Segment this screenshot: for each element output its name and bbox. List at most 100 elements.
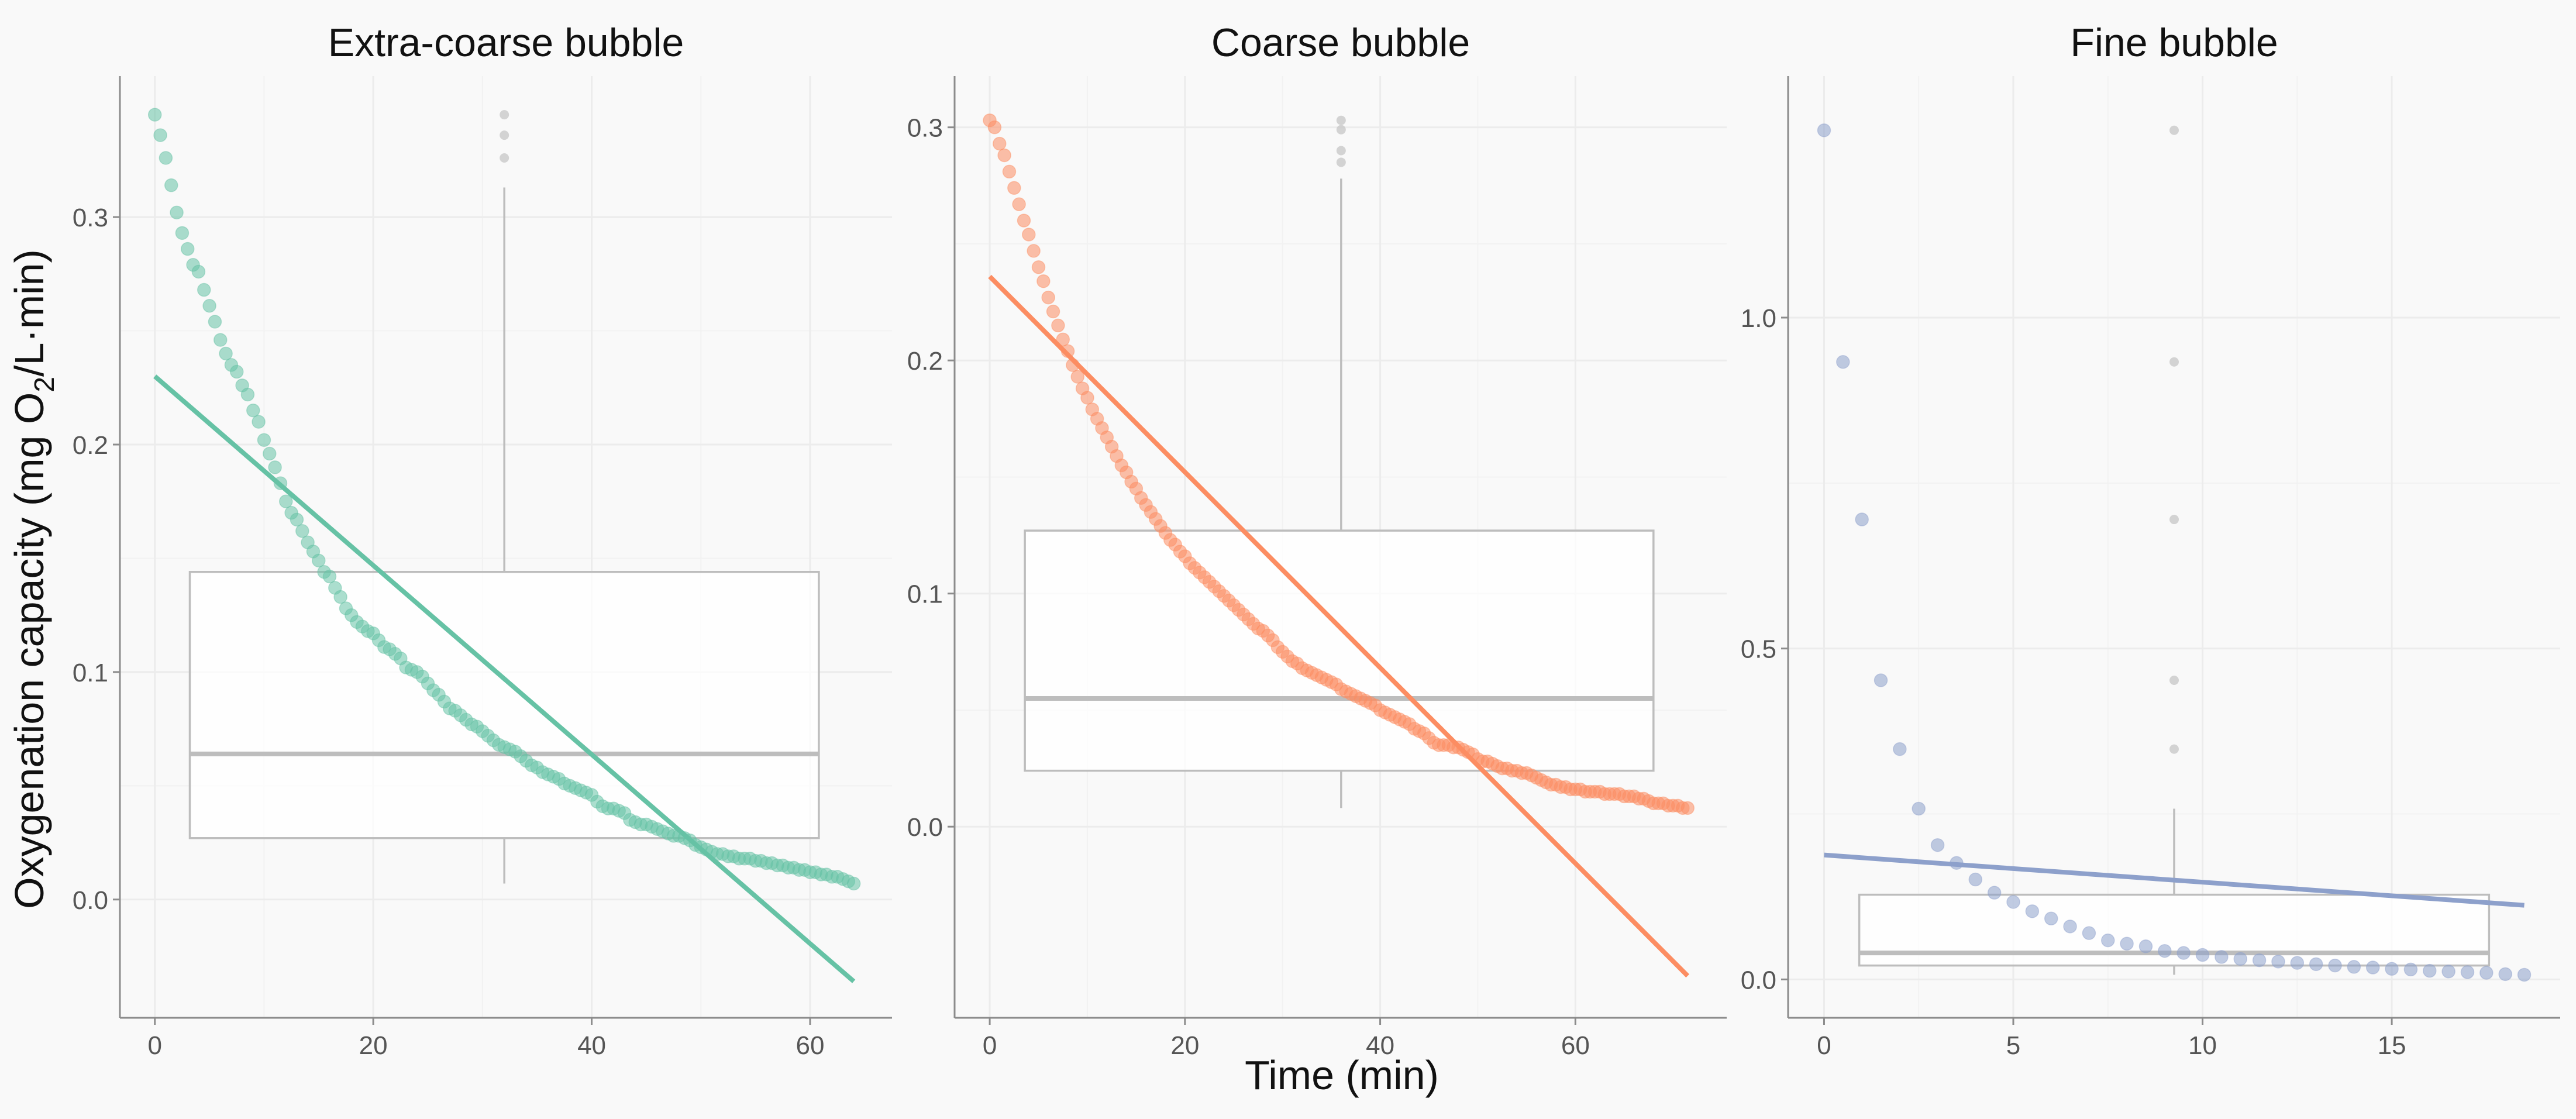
box-outlier	[1336, 115, 1346, 125]
data-point	[2403, 962, 2418, 977]
x-tick-label: 20	[359, 1031, 388, 1060]
box-outlier	[1336, 125, 1346, 135]
data-point	[230, 364, 244, 379]
x-tick-label: 10	[2188, 1031, 2217, 1060]
data-point	[1855, 512, 1869, 526]
box-outlier	[1336, 146, 1346, 156]
x-tick-label: 40	[577, 1031, 606, 1060]
data-point	[2271, 955, 2285, 969]
data-point	[2063, 920, 2077, 934]
x-tick-label: 60	[1561, 1031, 1590, 1060]
data-point	[2082, 926, 2096, 940]
data-point	[2479, 966, 2494, 980]
data-point	[1080, 391, 1094, 405]
data-point	[263, 446, 277, 461]
data-point	[2290, 956, 2305, 970]
data-point	[1912, 801, 1926, 816]
data-point	[1987, 886, 2002, 900]
x-tick-label: 40	[1366, 1031, 1394, 1060]
data-point	[1680, 801, 1695, 815]
data-point	[2025, 904, 2040, 918]
data-point	[181, 242, 195, 256]
data-point	[170, 205, 184, 220]
data-point	[1036, 274, 1051, 288]
y-tick-label: 0.2	[907, 347, 943, 376]
y-tick-label: 0.0	[907, 813, 943, 842]
y-tick-label: 0.2	[73, 431, 108, 460]
data-point	[2328, 958, 2342, 973]
data-point	[2215, 950, 2229, 964]
data-point	[2006, 895, 2020, 909]
data-point	[1027, 244, 1041, 258]
y-axis-label-main: Oxygenation capacity (mg O	[6, 392, 52, 909]
data-point	[1836, 355, 1850, 369]
data-point	[2309, 957, 2323, 972]
x-tick-label: 15	[2378, 1031, 2406, 1060]
box-outlier	[500, 130, 509, 140]
data-point	[1017, 214, 1031, 228]
data-point	[333, 590, 347, 604]
y-tick-label: 0.3	[73, 204, 108, 232]
box-outlier	[500, 110, 509, 120]
data-point	[1046, 304, 1060, 319]
box-outlier	[2169, 515, 2179, 525]
data-point	[1012, 197, 1026, 211]
data-point	[295, 524, 309, 538]
data-point	[1874, 673, 1888, 687]
data-point	[208, 315, 222, 329]
data-point	[202, 299, 216, 313]
data-point	[1041, 290, 1055, 305]
y-tick-label: 0.1	[907, 580, 943, 609]
panel-2: Coarse bubble 0.0 0.1 0.2 0.3 0 20 40 60	[907, 20, 1727, 1060]
y-tick-label: 0.0	[1741, 966, 1776, 994]
data-point	[1930, 838, 1945, 852]
data-point	[2120, 936, 2134, 951]
data-point	[279, 494, 293, 508]
y-axis-label-subscript: 2	[29, 377, 60, 392]
regression-line	[988, 274, 1690, 978]
y-tick-label: 0.5	[1741, 635, 1776, 664]
data-point	[175, 226, 190, 240]
data-point	[240, 387, 255, 402]
y-tick-label: 0.0	[73, 886, 108, 915]
y-tick-label: 1.0	[1741, 304, 1776, 333]
data-point	[2158, 944, 2172, 958]
box-outlier	[2169, 125, 2179, 135]
data-point	[164, 178, 178, 192]
data-point	[2233, 952, 2247, 966]
data-point	[2498, 967, 2512, 982]
data-point	[987, 120, 1002, 135]
data-point	[213, 333, 228, 347]
data-point	[191, 264, 206, 279]
data-point	[1056, 332, 1070, 347]
data-point	[219, 346, 233, 361]
data-point	[2176, 946, 2191, 960]
box-body	[188, 571, 820, 839]
x-tick-label: 5	[2006, 1031, 2020, 1060]
panel-title: Extra-coarse bubble	[328, 20, 684, 65]
box-outlier	[2169, 744, 2179, 754]
x-tick-label: 0	[983, 1031, 997, 1060]
y-axis-label-tail: /L·min)	[6, 249, 52, 377]
data-point	[993, 136, 1007, 151]
box-outlier	[500, 153, 509, 163]
box-body	[1024, 529, 1655, 772]
data-point	[1968, 872, 1983, 887]
box-outlier	[2169, 357, 2179, 367]
data-point	[1007, 181, 1021, 195]
data-point	[257, 433, 271, 447]
panel-title: Fine bubble	[2070, 20, 2278, 65]
data-point	[1070, 370, 1085, 384]
regression-line	[153, 374, 856, 983]
data-point	[2195, 948, 2210, 962]
data-point	[2347, 960, 2361, 974]
data-point	[846, 876, 861, 891]
data-point	[159, 151, 173, 165]
data-point	[2101, 933, 2115, 948]
data-point	[2460, 965, 2475, 979]
panel-title: Coarse bubble	[1211, 20, 1470, 65]
data-point	[1022, 228, 1036, 242]
data-point	[1002, 164, 1017, 179]
box-outlier	[1336, 157, 1346, 167]
data-point	[1031, 260, 1046, 274]
